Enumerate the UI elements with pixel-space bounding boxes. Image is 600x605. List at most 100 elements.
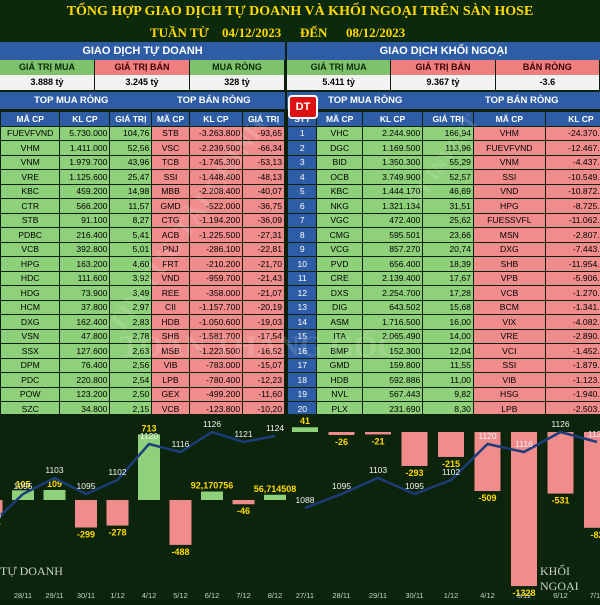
buy-value: 23,66 <box>423 228 474 243</box>
sell-ticker: VCB <box>473 286 545 301</box>
buy-ticker: BID <box>317 155 362 170</box>
index-line <box>0 432 275 524</box>
sell-value: -20,19 <box>243 300 285 315</box>
tick-label: 27/11 <box>0 591 1 600</box>
top-sell-title: TOP BÁN RÒNG <box>444 92 600 109</box>
sell-ticker: VNM <box>473 155 545 170</box>
index-label: 1120 <box>478 431 497 441</box>
sell-volume: -24.370.005 <box>545 126 600 141</box>
row-number: 18 <box>288 373 317 388</box>
buy-ticker: HDG <box>1 286 60 301</box>
bar <box>329 432 355 435</box>
bar <box>402 432 428 466</box>
sell-ticker: VHM <box>473 126 545 141</box>
row-number: 14 <box>288 315 317 330</box>
sell-ticker: MSN <box>473 228 545 243</box>
sell-value: -21,70 <box>243 257 285 272</box>
buy-ticker: VHM <box>1 141 60 156</box>
index-label: 1095 <box>77 481 96 491</box>
buy-value: 14,00 <box>423 329 474 344</box>
row-number: 11 <box>288 271 317 286</box>
buy-value: 104,76 <box>110 126 152 141</box>
buy-value: 52,56 <box>110 141 152 156</box>
sell-value: -36,75 <box>243 199 285 214</box>
row-number: 12 <box>288 286 317 301</box>
row-number: 4 <box>288 170 317 185</box>
sell-volume: -499.200 <box>189 387 242 402</box>
week-from-date: 04/12/2023 <box>222 25 281 41</box>
tick-label: 4/12 <box>142 591 157 600</box>
row-number: 10 <box>288 257 317 272</box>
buy-ticker: CTR <box>1 199 60 214</box>
buy-value: 43,96 <box>110 155 152 170</box>
sell-volume: -8.725.702 <box>545 199 600 214</box>
sell-ticker: GEX <box>152 387 189 402</box>
buy-ticker: KBC <box>1 184 60 199</box>
sell-ticker: HSG <box>473 387 545 402</box>
sell-volume: -1.270.287 <box>545 286 600 301</box>
buy-volume: 857.270 <box>362 242 423 257</box>
buy-ticker: KBC <box>317 184 362 199</box>
sell-volume: -1.452.530 <box>545 344 600 359</box>
tick-label: 28/11 <box>332 591 350 600</box>
buy-ticker: DXG <box>1 315 60 330</box>
row-number: 8 <box>288 228 317 243</box>
sell-ticker: LPB <box>152 373 189 388</box>
row-number: 20 <box>288 402 317 415</box>
sell-volume: -780.400 <box>189 373 242 388</box>
sell-ticker: VCB <box>152 402 189 415</box>
col-header: KL CP <box>362 112 423 127</box>
sell-ticker: DXG <box>473 242 545 257</box>
foreign-summary-labels: GIÁ TRỊ MUA GIÁ TRỊ BÁN BÁN RÒNG <box>287 60 600 75</box>
week-from-label: TUẦN TỪ <box>150 25 209 41</box>
sell-ticker: VIX <box>473 315 545 330</box>
buy-volume: 1.716.500 <box>362 315 423 330</box>
sell-ticker: MBB <box>152 184 189 199</box>
buy-ticker: OCB <box>317 170 362 185</box>
buy-volume: 220.800 <box>60 373 110 388</box>
buy-volume: 566.200 <box>60 199 110 214</box>
col-header: KL CP <box>189 112 242 127</box>
sell-volume: -123.800 <box>189 402 242 415</box>
sell-volume: -1.050.600 <box>189 315 242 330</box>
sell-ticker: FUESSVFL <box>473 213 545 228</box>
index-label: 1102 <box>442 467 461 477</box>
week-to-date: 08/12/2023 <box>346 25 405 41</box>
data-label: -299 <box>77 530 95 540</box>
buy-volume: 656.400 <box>362 257 423 272</box>
buy-ticker: POW <box>1 387 60 402</box>
sell-volume: -286.100 <box>189 242 242 257</box>
sell-value: -19,03 <box>243 315 285 330</box>
tick-label: 7/12 <box>236 591 251 600</box>
buy-volume: 163.200 <box>60 257 110 272</box>
data-label: 92,170756 <box>191 481 234 491</box>
index-label: 1126 <box>551 419 570 429</box>
sell-value: -48,13 <box>243 170 285 185</box>
bar <box>44 490 66 500</box>
buy-value: 11,00 <box>423 373 474 388</box>
buy-ticker: VNM <box>1 155 60 170</box>
sell-ticker: HDB <box>152 315 189 330</box>
sell-volume: -1.123.822 <box>545 373 600 388</box>
sell-ticker: VCI <box>473 344 545 359</box>
chart-footer-right: KHỐI NGOẠI <box>540 564 600 594</box>
col-header: KL CP <box>60 112 110 127</box>
sell-volume: -1.157.700 <box>189 300 242 315</box>
tick-label: 30/11 <box>405 591 423 600</box>
buy-value: 31,51 <box>423 199 474 214</box>
index-label: 1103 <box>45 465 64 475</box>
buy-ticker: HPG <box>1 257 60 272</box>
col-header: MÃ CP <box>317 112 362 127</box>
summary-label-net: MUA RÒNG <box>190 60 285 75</box>
buy-ticker: HCM <box>1 300 60 315</box>
